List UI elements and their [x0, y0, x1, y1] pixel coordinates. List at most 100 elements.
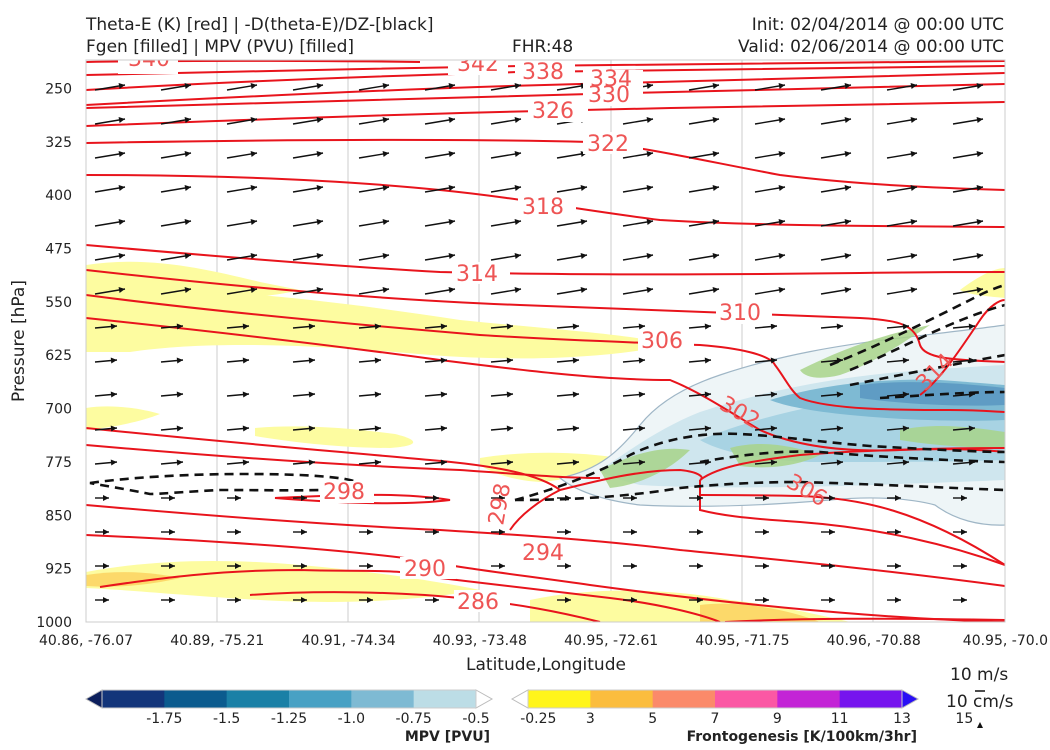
wind-arrow [293, 495, 307, 501]
wind-arrow [424, 357, 448, 364]
wind-arrow [424, 459, 448, 466]
wind-arrow [490, 253, 522, 261]
theta-e-contour-298-c [509, 489, 561, 531]
wind-arrow [754, 185, 786, 193]
wind-arrow [887, 597, 901, 603]
theta-e-contour-306-d [699, 480, 1005, 566]
y-tick-label: 850 [45, 508, 72, 524]
wind-arrow [556, 219, 588, 227]
wind-arrow [688, 357, 712, 364]
wind-arrow [160, 83, 192, 91]
contour-label-310: 310 [719, 301, 761, 326]
wind-arrow [820, 425, 844, 432]
wind-arrow [754, 83, 786, 91]
wind-arrow [226, 83, 258, 91]
wind-arrow [358, 425, 382, 432]
wind-arrow [94, 391, 118, 398]
wind-arrow [754, 357, 778, 364]
wind-arrow [557, 563, 571, 569]
wind-arrow [491, 563, 505, 569]
wind-arrow [424, 83, 456, 91]
wind-arrow [292, 219, 324, 227]
wind-arrow [754, 287, 786, 295]
x-tick-label: 40.91, -74.34 [302, 633, 396, 649]
wind-arrow [358, 185, 390, 193]
x-axis-ticks: 40.86, -76.07 40.89, -75.21 40.91, -74.34 4… [39, 633, 1048, 649]
wind-arrow [94, 253, 126, 261]
wind-arrow [820, 117, 852, 125]
y-tick-label: 1000 [36, 615, 72, 631]
wind-arrow [557, 495, 571, 501]
mpv-colorbar-extend-high [475, 689, 494, 709]
x-axis-label: Latitude,Longitude [466, 655, 626, 675]
wind-arrow [161, 563, 175, 569]
wind-arrow [556, 425, 580, 432]
wind-arrow [425, 495, 439, 501]
wind-arrow [622, 459, 646, 466]
contour-label-340: 340 [128, 47, 170, 72]
theta-e-contour-310-a [86, 269, 1005, 363]
wind-arrow [358, 323, 382, 330]
y-tick-label: 475 [45, 242, 72, 258]
wind-arrow [820, 323, 844, 330]
wind-arrow [424, 323, 448, 330]
wind-arrow [754, 151, 786, 159]
fgen-colorbar-tick-label: 3 [586, 711, 595, 727]
wind-arrow [226, 253, 258, 261]
wind-arrow [622, 287, 654, 295]
wind-arrow [490, 425, 514, 432]
valid-time: Valid: 02/06/2014 @ 00:00 UTC [738, 37, 1004, 57]
wind-arrow [424, 253, 456, 261]
wind-arrow [557, 597, 571, 603]
wind-arrow [622, 391, 646, 398]
wind-arrow [490, 117, 522, 125]
theta-e-contour-298-upper [86, 444, 601, 479]
wind-arrow [95, 563, 109, 569]
wind-arrow [688, 219, 720, 227]
contour-label-326: 326 [532, 99, 574, 124]
wind-arrow [556, 357, 580, 364]
wind-arrow [821, 597, 835, 603]
wind-arrow [358, 391, 382, 398]
fgen-colorbar-tick-label: 5 [648, 711, 657, 727]
wind-arrow [623, 529, 637, 535]
fgen-colorbar-extend-low [510, 689, 529, 709]
wind-arrow [490, 287, 522, 295]
wind-arrow [820, 253, 852, 261]
wind-arrow [622, 323, 646, 330]
wind-arrow [160, 357, 184, 364]
wind-arrow [94, 185, 126, 193]
wind-arrow [490, 357, 514, 364]
wind-arrow [886, 185, 918, 193]
wind-arrow [226, 117, 258, 125]
theta-e-contour-286-b [724, 617, 1005, 622]
wind-arrow [754, 219, 786, 227]
wind-arrow [754, 253, 786, 261]
wind-arrow [688, 151, 720, 159]
wind-arrow [623, 563, 637, 569]
wind-arrow [490, 323, 514, 330]
mpv-colorbar-swatch [226, 690, 290, 708]
wind-arrow [424, 117, 456, 125]
y-tick-label: 775 [45, 455, 72, 471]
wind-arrow [292, 391, 316, 398]
wind-arrow [292, 287, 324, 295]
frontogenesis-fill-strong [86, 572, 820, 622]
fgen-colorbar-swatch [777, 690, 841, 708]
wind-arrow [490, 185, 522, 193]
y-tick-label: 700 [45, 402, 72, 418]
x-tick-label: 40.95, -71.75 [695, 633, 789, 649]
wind-arrow [292, 425, 316, 432]
wind-arrow [886, 459, 910, 466]
wind-arrow [490, 459, 514, 466]
y-axis-label: Pressure [hPa] [9, 280, 29, 402]
wind-arrow [952, 253, 984, 261]
wind-arrows [94, 83, 984, 603]
wind-arrow [952, 83, 984, 91]
wind-arrow [952, 357, 976, 364]
mpv-colorbar-tick-label: -0.25 [520, 711, 556, 727]
wind-arrow [359, 563, 373, 569]
wind-arrow [622, 185, 654, 193]
wind-arrow [292, 117, 324, 125]
mpv-colorbar-swatch [102, 690, 165, 708]
